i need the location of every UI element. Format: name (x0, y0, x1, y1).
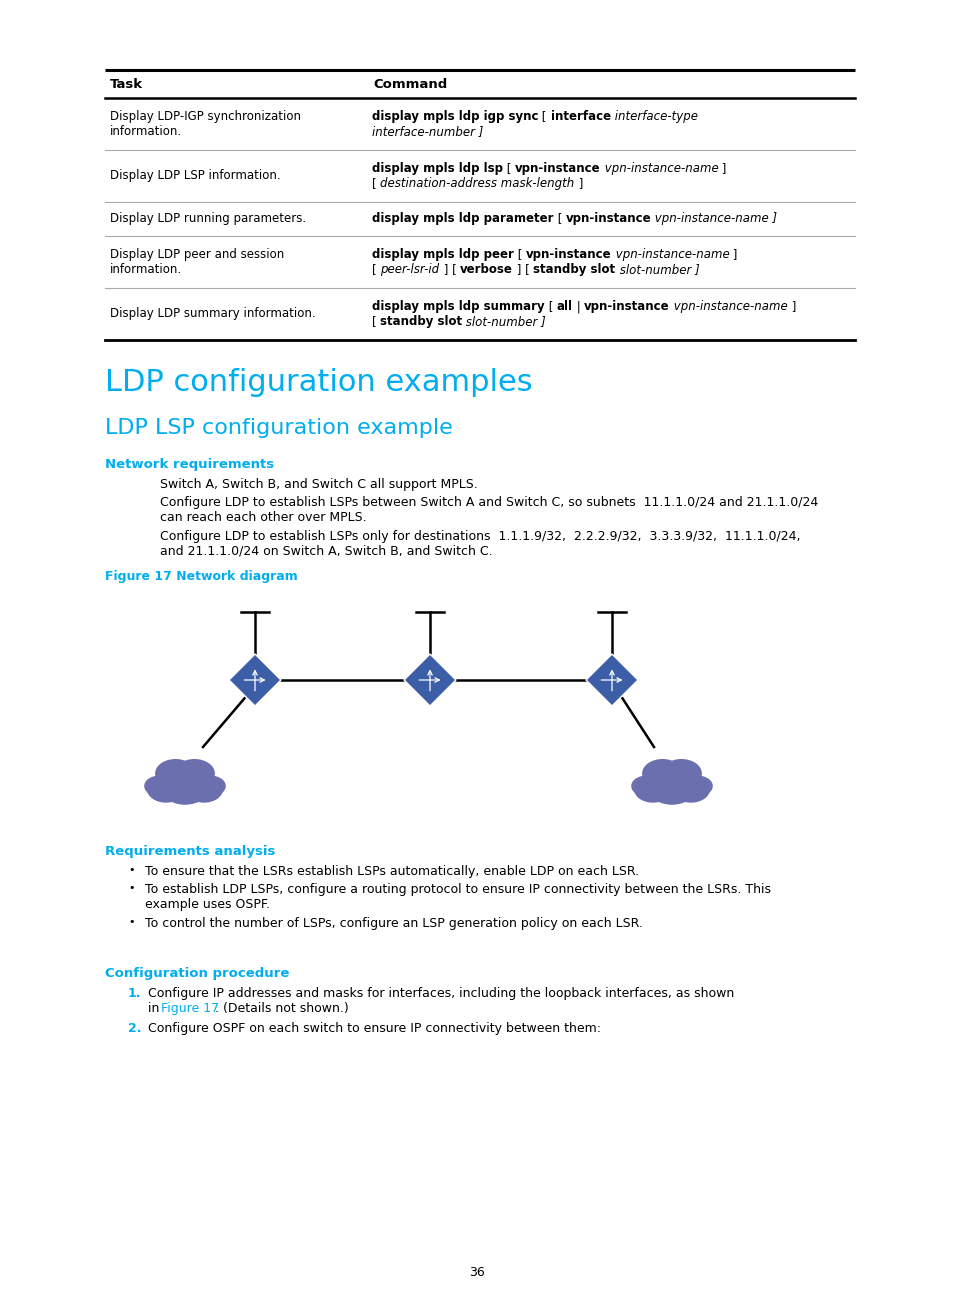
Text: ] [: ] [ (439, 263, 459, 276)
Text: vpn-instance-name: vpn-instance-name (669, 301, 787, 314)
Text: slot-number ]: slot-number ] (462, 315, 546, 328)
Text: display mpls ldp peer: display mpls ldp peer (372, 249, 514, 262)
Ellipse shape (682, 775, 712, 797)
Ellipse shape (174, 759, 214, 788)
Text: interface: interface (550, 110, 610, 123)
Text: Figure 17 Network diagram: Figure 17 Network diagram (105, 570, 297, 583)
Text: peer-lsr-id: peer-lsr-id (380, 263, 439, 276)
Text: Network requirements: Network requirements (105, 457, 274, 470)
Text: in: in (148, 1002, 163, 1015)
Ellipse shape (631, 775, 660, 797)
Text: display mpls ldp igp sync: display mpls ldp igp sync (372, 110, 537, 123)
Text: display mpls ldp parameter: display mpls ldp parameter (372, 213, 553, 226)
Text: 2.: 2. (128, 1023, 141, 1036)
Text: . (Details not shown.): . (Details not shown.) (214, 1002, 349, 1015)
Text: To establish LDP LSPs, configure a routing protocol to ensure IP connectivity be: To establish LDP LSPs, configure a routi… (145, 883, 770, 911)
Ellipse shape (159, 765, 211, 805)
Text: vpn-instance-name ]: vpn-instance-name ] (651, 213, 777, 226)
Text: •: • (128, 864, 134, 875)
Text: •: • (128, 883, 134, 893)
Text: •: • (128, 918, 134, 927)
Text: [: [ (544, 301, 557, 314)
Text: LDP configuration examples: LDP configuration examples (105, 368, 532, 397)
Ellipse shape (645, 765, 697, 805)
Text: vpn-instance: vpn-instance (525, 249, 611, 262)
Text: Requirements analysis: Requirements analysis (105, 845, 275, 858)
Ellipse shape (185, 775, 223, 802)
Ellipse shape (633, 775, 671, 802)
Text: [: [ (553, 213, 565, 226)
Text: [: [ (372, 315, 380, 328)
Text: slot-number ]: slot-number ] (615, 263, 699, 276)
Text: Configuration procedure: Configuration procedure (105, 967, 289, 980)
Text: interface-number ]: interface-number ] (372, 124, 483, 137)
Text: destination-address mask-length: destination-address mask-length (380, 176, 574, 189)
Text: interface-type: interface-type (610, 110, 697, 123)
Text: [: [ (537, 110, 550, 123)
Text: To ensure that the LSRs establish LSPs automatically, enable LDP on each LSR.: To ensure that the LSRs establish LSPs a… (145, 864, 639, 877)
Text: [: [ (372, 176, 380, 189)
Polygon shape (403, 654, 456, 706)
Text: ]: ] (718, 162, 726, 175)
Polygon shape (229, 654, 281, 706)
Text: LDP LSP configuration example: LDP LSP configuration example (105, 419, 453, 438)
Text: To control the number of LSPs, configure an LSP generation policy on each LSR.: To control the number of LSPs, configure… (145, 918, 642, 931)
Ellipse shape (654, 762, 689, 787)
Text: standby slot: standby slot (533, 263, 615, 276)
Text: [: [ (514, 249, 525, 262)
Text: [: [ (372, 263, 380, 276)
Ellipse shape (660, 759, 701, 788)
Text: vpn-instance-name: vpn-instance-name (600, 162, 718, 175)
Text: 36: 36 (469, 1265, 484, 1278)
Text: Display LDP running parameters.: Display LDP running parameters. (110, 213, 306, 226)
Text: display mpls ldp lsp: display mpls ldp lsp (372, 162, 502, 175)
Text: Display LDP LSP information.: Display LDP LSP information. (110, 170, 280, 183)
Text: verbose: verbose (459, 263, 513, 276)
Text: Display LDP peer and session
information.: Display LDP peer and session information… (110, 248, 284, 276)
Text: vpn-instance: vpn-instance (515, 162, 600, 175)
Ellipse shape (195, 775, 226, 797)
Text: Figure 17: Figure 17 (161, 1002, 219, 1015)
Text: [: [ (502, 162, 515, 175)
Polygon shape (585, 654, 638, 706)
Ellipse shape (671, 775, 709, 802)
Ellipse shape (155, 759, 195, 788)
Text: ]: ] (787, 301, 795, 314)
Text: Configure IP addresses and masks for interfaces, including the loopback interfac: Configure IP addresses and masks for int… (148, 988, 734, 1001)
Text: Configure LDP to establish LSPs between Switch A and Switch C, so subnets  11.1.: Configure LDP to establish LSPs between … (160, 496, 818, 524)
Text: 1.: 1. (128, 988, 141, 1001)
Text: display mpls ldp summary: display mpls ldp summary (372, 301, 544, 314)
Text: ]: ] (574, 176, 582, 189)
Text: vpn-instance-name: vpn-instance-name (611, 249, 729, 262)
Text: Configure OSPF on each switch to ensure IP connectivity between them:: Configure OSPF on each switch to ensure … (148, 1023, 600, 1036)
Text: |: | (572, 301, 583, 314)
Text: Configure LDP to establish LSPs only for destinations  1.1.1.9/32,  2.2.2.9/32, : Configure LDP to establish LSPs only for… (160, 530, 800, 559)
Text: all: all (557, 301, 572, 314)
Text: Task: Task (110, 78, 143, 91)
Text: ]: ] (729, 249, 737, 262)
Ellipse shape (144, 775, 174, 797)
Ellipse shape (641, 759, 682, 788)
Text: Display LDP summary information.: Display LDP summary information. (110, 307, 315, 320)
Text: standby slot: standby slot (380, 315, 462, 328)
Text: vpn-instance: vpn-instance (583, 301, 669, 314)
Ellipse shape (167, 762, 202, 787)
Text: Command: Command (373, 78, 447, 91)
Text: vpn-instance: vpn-instance (565, 213, 651, 226)
Ellipse shape (147, 775, 185, 802)
Text: Switch A, Switch B, and Switch C all support MPLS.: Switch A, Switch B, and Switch C all sup… (160, 478, 477, 491)
Text: ] [: ] [ (513, 263, 533, 276)
Text: Display LDP-IGP synchronization
information.: Display LDP-IGP synchronization informat… (110, 110, 301, 137)
